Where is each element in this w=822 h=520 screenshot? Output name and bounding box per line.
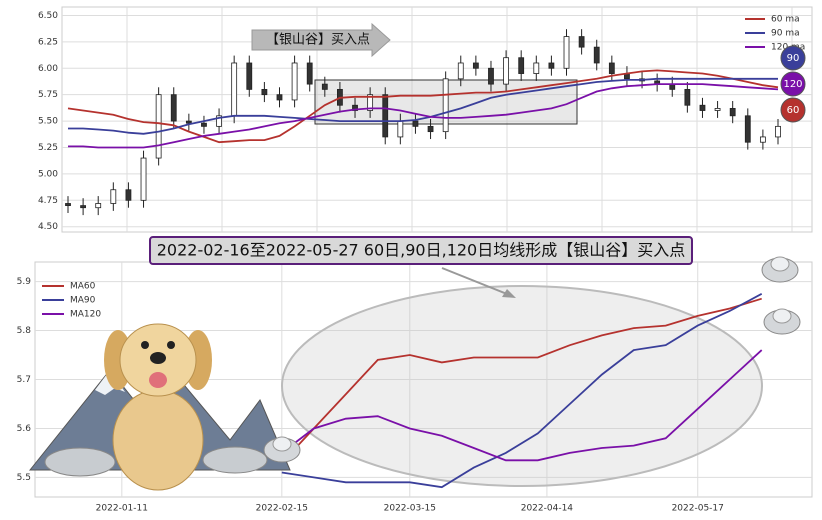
candle-body: [548, 62, 555, 69]
candle-body: [457, 62, 464, 80]
candle-body: [744, 115, 751, 143]
highlight-ellipse: [281, 285, 763, 487]
candle-body: [185, 120, 192, 124]
ingot: [202, 446, 268, 474]
candle-body: [442, 78, 449, 133]
y-tick-label: 5.9: [17, 277, 32, 287]
candle-body: [246, 62, 253, 90]
top-plot-area: [61, 6, 813, 233]
candle-body: [80, 205, 87, 209]
ingot-top: [770, 256, 790, 272]
x-tick-label: 2022-03-15: [384, 504, 436, 514]
candle-body: [412, 120, 419, 127]
ma-line: [281, 349, 763, 462]
candle-body: [261, 88, 268, 96]
badge-label: 90: [787, 53, 800, 64]
candle-body: [775, 125, 781, 138]
candle-body: [65, 203, 71, 206]
title-box: [149, 236, 693, 265]
title-pointer-head: [502, 289, 516, 298]
ma-line: [68, 83, 779, 149]
y-tick-label: 6.25: [38, 37, 58, 47]
candle-body: [593, 46, 600, 64]
ingot: [44, 447, 116, 477]
candle-body: [699, 104, 706, 111]
y-tick-label: 5.8: [17, 326, 32, 336]
ma-line: [68, 77, 778, 135]
ingot-top: [272, 436, 292, 452]
y-tick-label: 6.00: [38, 64, 58, 74]
candle-body: [533, 62, 540, 74]
badge: [780, 71, 806, 97]
badge: [780, 45, 806, 71]
ma-line: [281, 297, 762, 464]
candle-body: [759, 136, 766, 143]
dog-body: [112, 389, 204, 491]
x-tick-label: 2022-02-15: [256, 504, 308, 514]
candle-body: [518, 57, 525, 74]
badge: [780, 97, 806, 123]
candle-body: [684, 88, 691, 106]
ma-line: [281, 293, 763, 489]
candle-body: [472, 62, 479, 69]
y-tick-label: 5.5: [17, 473, 31, 483]
y-tick-label: 4.75: [38, 196, 58, 206]
candle-body: [382, 94, 389, 138]
y-tick-label: 5.50: [38, 117, 58, 127]
candle-body: [488, 67, 494, 85]
dog-eye: [167, 341, 175, 349]
annotation-arrow: [251, 22, 391, 58]
candle-body: [608, 62, 615, 74]
x-tick-label: 2022-05-17: [672, 504, 724, 514]
badge-label: 120: [783, 79, 802, 90]
title-pointer: [441, 267, 513, 297]
y-tick-label: 6.50: [38, 11, 58, 21]
legend-label: MA120: [70, 310, 101, 320]
ma-line: [67, 69, 779, 144]
candle-body: [563, 36, 570, 69]
candle-body: [397, 120, 404, 138]
badge-label: 60: [787, 105, 800, 116]
candle-body: [714, 108, 721, 111]
y-tick-label: 5.25: [38, 143, 58, 153]
legend-label: MA60: [70, 282, 96, 292]
y-tick-label: 5.7: [17, 375, 31, 385]
ingot-top: [772, 308, 792, 324]
candle-body: [276, 94, 283, 101]
candle-body: [95, 203, 102, 209]
y-tick-label: 5.6: [17, 424, 32, 434]
candle-body: [216, 115, 222, 127]
candle-body: [503, 57, 509, 85]
candle-body: [140, 157, 147, 201]
candle-body: [110, 189, 117, 204]
legend-label: 90 ma: [771, 29, 800, 39]
candle-body: [306, 62, 313, 85]
candle-body: [231, 62, 238, 117]
candle-body: [321, 83, 328, 90]
dog-tongue: [149, 372, 167, 388]
annotation: 【银山谷】买入点: [266, 33, 370, 48]
candle-body: [170, 94, 177, 122]
candle-body: [352, 104, 358, 111]
y-tick-label: 4.50: [38, 222, 58, 232]
dog-eye: [141, 341, 149, 349]
candle-body: [155, 94, 162, 159]
candle-body: [427, 125, 434, 133]
x-tick-label: 2022-04-14: [521, 504, 574, 514]
candle-body: [201, 122, 207, 127]
legend-label: MA90: [70, 296, 96, 306]
candle-body: [367, 94, 374, 111]
candle-body: [578, 36, 585, 48]
legend-label: 60 ma: [771, 15, 800, 25]
x-tick-label: 2022-01-11: [96, 504, 148, 514]
chart-title: 2022-02-16至2022-05-27 60日,90日,120日均线形成【银…: [157, 241, 686, 260]
candle-body: [291, 62, 298, 101]
y-tick-label: 5.75: [38, 90, 58, 100]
y-tick-label: 5.00: [38, 169, 58, 179]
candle-body: [125, 189, 132, 201]
candle-body: [729, 108, 736, 117]
dog-nose: [150, 352, 166, 364]
